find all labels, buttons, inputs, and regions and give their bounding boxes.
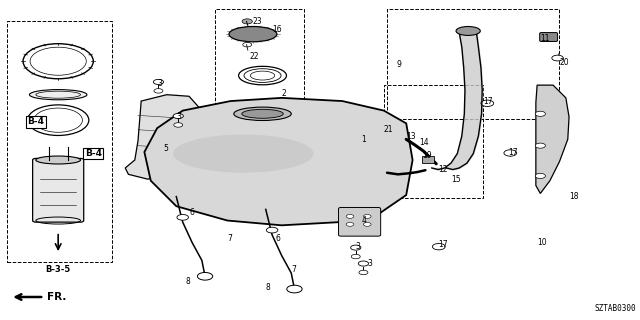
Bar xyxy=(387,9,559,119)
Polygon shape xyxy=(536,85,569,194)
Text: 17: 17 xyxy=(508,148,518,156)
Circle shape xyxy=(154,79,164,84)
Text: 8: 8 xyxy=(186,276,191,285)
Circle shape xyxy=(358,261,369,266)
Text: 23: 23 xyxy=(253,17,262,26)
Circle shape xyxy=(351,254,360,259)
Circle shape xyxy=(266,227,278,233)
Circle shape xyxy=(173,123,182,127)
Text: 14: 14 xyxy=(419,138,429,147)
Text: 5: 5 xyxy=(164,144,168,153)
Text: 6: 6 xyxy=(275,234,280,243)
Text: 10: 10 xyxy=(537,238,547,247)
FancyBboxPatch shape xyxy=(339,207,381,236)
Circle shape xyxy=(351,245,361,250)
Circle shape xyxy=(359,270,368,275)
Text: B-4: B-4 xyxy=(84,149,102,158)
Circle shape xyxy=(173,114,183,119)
Ellipse shape xyxy=(173,134,314,173)
Text: 15: 15 xyxy=(451,175,461,184)
Text: B-4: B-4 xyxy=(28,117,44,126)
Circle shape xyxy=(364,214,371,218)
Circle shape xyxy=(346,222,354,226)
Circle shape xyxy=(364,222,371,226)
Ellipse shape xyxy=(29,90,87,100)
Text: 22: 22 xyxy=(250,52,259,61)
Text: B-3-5: B-3-5 xyxy=(45,265,71,275)
Text: 21: 21 xyxy=(384,125,394,134)
Circle shape xyxy=(287,285,302,293)
FancyBboxPatch shape xyxy=(540,33,557,42)
Text: 17: 17 xyxy=(483,97,492,106)
Bar xyxy=(384,85,483,198)
Text: 3: 3 xyxy=(355,242,360,251)
Text: 7: 7 xyxy=(291,265,296,275)
Circle shape xyxy=(535,173,545,179)
Text: 9: 9 xyxy=(397,60,401,69)
Text: 3: 3 xyxy=(368,259,372,268)
Text: SZTAB0300: SZTAB0300 xyxy=(595,304,636,313)
Circle shape xyxy=(346,214,354,218)
Circle shape xyxy=(535,111,545,116)
Ellipse shape xyxy=(234,107,291,121)
Polygon shape xyxy=(125,95,202,179)
Bar xyxy=(214,9,304,119)
Text: 7: 7 xyxy=(227,234,232,243)
Ellipse shape xyxy=(36,156,81,164)
Ellipse shape xyxy=(456,27,480,36)
Circle shape xyxy=(197,272,212,280)
Text: 4: 4 xyxy=(362,216,366,225)
Text: 11: 11 xyxy=(540,35,550,44)
Circle shape xyxy=(535,143,545,148)
Circle shape xyxy=(154,89,163,93)
Circle shape xyxy=(243,43,252,47)
Circle shape xyxy=(552,55,563,61)
Circle shape xyxy=(242,19,252,24)
Circle shape xyxy=(433,244,445,250)
Text: 8: 8 xyxy=(266,283,271,292)
Circle shape xyxy=(177,214,188,220)
Text: 16: 16 xyxy=(272,25,282,34)
FancyBboxPatch shape xyxy=(33,158,84,222)
Circle shape xyxy=(504,150,516,156)
Polygon shape xyxy=(145,98,413,225)
Text: 19: 19 xyxy=(422,151,432,160)
Text: FR.: FR. xyxy=(47,292,66,302)
Ellipse shape xyxy=(242,109,284,118)
Text: 6: 6 xyxy=(189,208,194,217)
Text: 13: 13 xyxy=(406,132,416,140)
Bar xyxy=(422,156,434,163)
Text: 3: 3 xyxy=(157,79,162,88)
Text: 3: 3 xyxy=(176,113,181,122)
Ellipse shape xyxy=(229,27,277,42)
Text: 1: 1 xyxy=(362,135,366,144)
Text: 20: 20 xyxy=(559,58,569,67)
Bar xyxy=(7,21,113,262)
Text: 2: 2 xyxy=(282,89,287,98)
Text: 17: 17 xyxy=(438,240,448,249)
Text: 18: 18 xyxy=(569,192,579,201)
Circle shape xyxy=(481,100,493,107)
Text: 12: 12 xyxy=(438,165,447,174)
